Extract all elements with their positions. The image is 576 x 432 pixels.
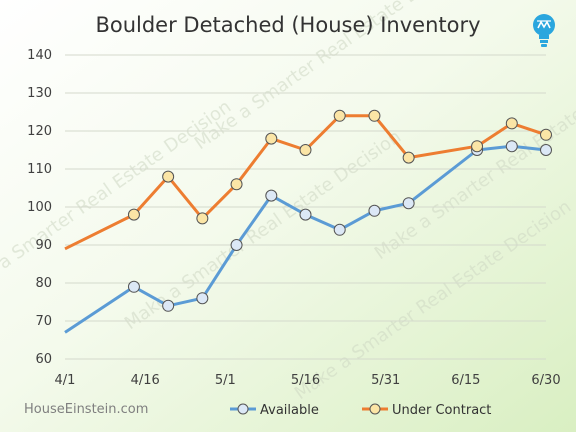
x-tick-label: 6/30: [531, 373, 560, 388]
legend-label: Under Contract: [392, 403, 491, 418]
data-point: [265, 189, 278, 202]
legend: Available Under Contract: [230, 403, 491, 418]
data-point: [265, 132, 278, 145]
data-point: [127, 208, 140, 221]
data-point: [505, 117, 518, 130]
data-point: [162, 299, 175, 312]
series-layer: [64, 109, 552, 334]
legend-label: Available: [260, 403, 319, 418]
data-point: [333, 109, 346, 122]
legend-marker: [237, 403, 249, 415]
x-tick-label: 5/1: [215, 373, 236, 388]
data-point: [505, 140, 518, 153]
site-brand: HouseEinstein.com: [24, 402, 148, 417]
x-tick-label: 4/16: [131, 373, 160, 388]
data-point: [127, 280, 140, 293]
y-tick-label: 60: [35, 352, 52, 367]
watermark-layer: Make a Smarter Real Estate DecisionMake …: [0, 0, 576, 404]
data-point: [162, 170, 175, 183]
data-point: [368, 204, 381, 217]
y-tick-label: 100: [27, 200, 52, 215]
lightbulb-icon: [533, 14, 555, 47]
data-point: [471, 140, 484, 153]
y-tick-label: 90: [35, 238, 52, 253]
chart-title: Boulder Detached (House) Inventory: [95, 13, 480, 37]
data-point: [196, 212, 209, 225]
data-point: [402, 151, 415, 164]
data-point: [402, 197, 415, 210]
data-point: [333, 223, 346, 236]
data-point: [299, 144, 312, 156]
x-tick-label: 5/31: [371, 373, 400, 388]
y-axis-ticks: 60 70 80 90 100 110 120 130 140: [27, 48, 52, 367]
y-tick-label: 140: [27, 48, 52, 63]
y-tick-label: 120: [27, 124, 52, 139]
x-axis-ticks: 4/1 4/16 5/1 5/16 5/31 6/15 6/30: [55, 373, 561, 388]
data-point: [230, 239, 243, 251]
y-tick-label: 70: [35, 314, 52, 329]
data-point: [540, 128, 552, 141]
y-tick-label: 130: [27, 86, 52, 101]
data-point: [196, 292, 209, 305]
y-tick-label: 110: [27, 162, 52, 177]
data-point: [368, 109, 381, 122]
series-under-contract: [64, 109, 552, 251]
gridlines: [65, 54, 546, 360]
data-point: [230, 178, 243, 191]
data-point: [299, 208, 312, 221]
data-point: [540, 144, 552, 156]
y-tick-label: 80: [35, 276, 52, 291]
x-tick-label: 5/16: [291, 373, 320, 388]
legend-marker: [369, 403, 381, 415]
x-tick-label: 4/1: [55, 373, 76, 388]
x-tick-label: 6/15: [451, 373, 480, 388]
